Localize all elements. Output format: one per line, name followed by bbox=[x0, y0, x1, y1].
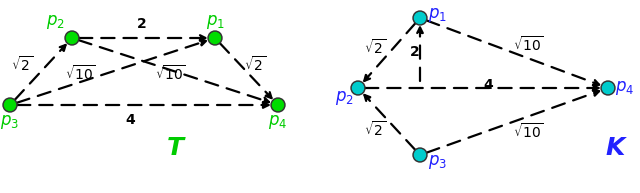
Text: $p_2$: $p_2$ bbox=[45, 13, 65, 31]
Text: $\sqrt{2}$: $\sqrt{2}$ bbox=[244, 56, 266, 74]
Text: $\sqrt{10}$: $\sqrt{10}$ bbox=[513, 36, 543, 54]
Circle shape bbox=[209, 32, 221, 43]
Text: 2: 2 bbox=[410, 45, 420, 59]
Circle shape bbox=[353, 82, 364, 93]
Text: $p_1$: $p_1$ bbox=[428, 6, 447, 24]
Circle shape bbox=[271, 98, 285, 112]
Circle shape bbox=[601, 81, 615, 95]
Circle shape bbox=[208, 31, 222, 45]
Circle shape bbox=[415, 13, 426, 24]
Circle shape bbox=[67, 32, 77, 43]
Text: $p_4$: $p_4$ bbox=[268, 113, 287, 131]
Text: $\sqrt{2}$: $\sqrt{2}$ bbox=[11, 56, 33, 74]
Text: $\sqrt{2}$: $\sqrt{2}$ bbox=[364, 39, 386, 58]
Text: $\sqrt{10}$: $\sqrt{10}$ bbox=[513, 123, 543, 141]
Text: $\sqrt{10}$: $\sqrt{10}$ bbox=[154, 64, 186, 83]
Text: $p_3$: $p_3$ bbox=[1, 113, 20, 131]
Text: $\sqrt{2}$: $\sqrt{2}$ bbox=[364, 121, 386, 140]
Circle shape bbox=[413, 148, 427, 162]
Text: $p_2$: $p_2$ bbox=[335, 89, 354, 107]
Text: $p_3$: $p_3$ bbox=[428, 153, 447, 171]
Text: $\sqrt{10}$: $\sqrt{10}$ bbox=[65, 64, 95, 83]
Text: 2: 2 bbox=[137, 17, 147, 31]
Circle shape bbox=[415, 150, 426, 161]
Text: T: T bbox=[166, 136, 184, 160]
Circle shape bbox=[4, 100, 15, 111]
Text: $p_1$: $p_1$ bbox=[205, 13, 225, 31]
Text: $p_4$: $p_4$ bbox=[615, 79, 634, 97]
Text: 4: 4 bbox=[125, 113, 135, 127]
Circle shape bbox=[273, 100, 284, 111]
Text: K: K bbox=[605, 136, 625, 160]
Circle shape bbox=[3, 98, 17, 112]
Circle shape bbox=[413, 11, 427, 25]
Circle shape bbox=[65, 31, 79, 45]
Circle shape bbox=[602, 82, 614, 93]
Text: 4: 4 bbox=[483, 78, 493, 92]
Circle shape bbox=[351, 81, 365, 95]
